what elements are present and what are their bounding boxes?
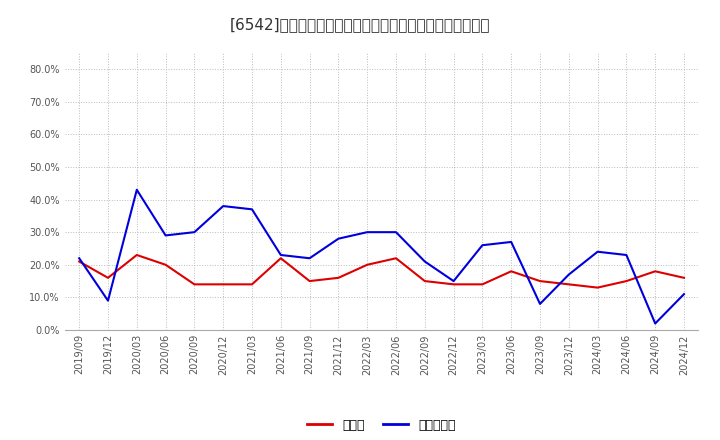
- Text: [6542]　現頲金、有利子負債の総資産に対する比率の推移: [6542] 現頲金、有利子負債の総資産に対する比率の推移: [230, 18, 490, 33]
- 現頲金: [478, 282, 487, 287]
- 有利子負債: [651, 321, 660, 326]
- 現頲金: [680, 275, 688, 280]
- 現頲金: [507, 269, 516, 274]
- 有利子負債: [622, 253, 631, 258]
- 有利子負債: [334, 236, 343, 241]
- 有利子負債: [104, 298, 112, 303]
- 現頲金: [219, 282, 228, 287]
- Line: 現頲金: 現頲金: [79, 255, 684, 288]
- 現頲金: [363, 262, 372, 268]
- 有利子負債: [132, 187, 141, 192]
- 現頲金: [305, 279, 314, 284]
- 現頲金: [276, 256, 285, 261]
- 現頲金: [190, 282, 199, 287]
- 現頲金: [334, 275, 343, 280]
- 有利子負債: [478, 242, 487, 248]
- 現頲金: [161, 262, 170, 268]
- 有利子負債: [305, 256, 314, 261]
- 有利子負債: [449, 279, 458, 284]
- 現頲金: [248, 282, 256, 287]
- Legend: 現頲金, 有利子負債: 現頲金, 有利子負債: [302, 414, 461, 437]
- 有利子負債: [420, 259, 429, 264]
- 有利子負債: [161, 233, 170, 238]
- 現頲金: [622, 279, 631, 284]
- 現頲金: [75, 259, 84, 264]
- 現頲金: [392, 256, 400, 261]
- 有利子負債: [248, 207, 256, 212]
- 有利子負債: [392, 230, 400, 235]
- 有利子負債: [593, 249, 602, 254]
- 有利子負債: [190, 230, 199, 235]
- 現頲金: [449, 282, 458, 287]
- 現頲金: [593, 285, 602, 290]
- 有利子負債: [507, 239, 516, 245]
- 現頲金: [564, 282, 573, 287]
- 有利子負債: [219, 203, 228, 209]
- 有利子負債: [536, 301, 544, 307]
- 有利子負債: [564, 272, 573, 277]
- 有利子負債: [363, 230, 372, 235]
- 有利子負債: [680, 291, 688, 297]
- 有利子負債: [276, 253, 285, 258]
- 有利子負債: [75, 256, 84, 261]
- 現頲金: [651, 269, 660, 274]
- Line: 有利子負債: 有利子負債: [79, 190, 684, 323]
- 現頲金: [420, 279, 429, 284]
- 現頲金: [536, 279, 544, 284]
- 現頲金: [104, 275, 112, 280]
- 現頲金: [132, 253, 141, 258]
